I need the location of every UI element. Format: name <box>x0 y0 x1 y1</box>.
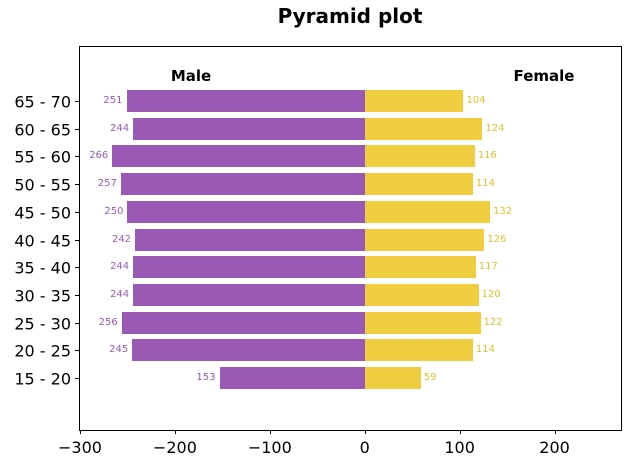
male-value-label: 256 <box>98 316 118 328</box>
y-axis-tick-label: 45 - 50 <box>14 203 71 223</box>
male-bar <box>127 200 365 223</box>
y-axis-tick-label: 20 - 25 <box>14 341 71 361</box>
y-axis-tick <box>75 322 79 324</box>
male-bar <box>121 311 365 334</box>
female-value-label: 59 <box>423 372 437 383</box>
male-value-label: 153 <box>196 372 216 383</box>
male-bar <box>132 339 365 362</box>
y-axis-tick <box>75 128 79 130</box>
y-axis-tick <box>75 156 79 158</box>
female-value-label: 132 <box>493 205 513 217</box>
female-bar <box>364 311 481 334</box>
female-value-label: 126 <box>487 233 507 245</box>
y-axis-tick-label: 60 - 65 <box>14 120 71 140</box>
female-value-label: 114 <box>475 344 496 356</box>
x-axis-tick <box>269 430 271 434</box>
y-axis-tick-label: 65 - 70 <box>14 92 71 112</box>
female-value-label: 114 <box>475 178 496 190</box>
x-axis-tick <box>174 430 176 434</box>
female-value-label: 116 <box>477 150 497 162</box>
male-bar <box>133 283 365 306</box>
female-bar <box>364 173 473 196</box>
series-header-male: Male <box>170 67 212 85</box>
chart-title: Pyramid plot <box>277 4 423 28</box>
x-axis-tick <box>554 430 556 434</box>
female-bar <box>364 90 464 112</box>
male-bar <box>126 90 365 112</box>
x-axis-tick-label: −100 <box>247 438 292 457</box>
male-value-label: 242 <box>111 233 132 245</box>
female-value-label: 120 <box>481 288 501 300</box>
y-axis-tick-label: 40 - 45 <box>14 231 71 250</box>
female-value-label: 122 <box>483 316 503 328</box>
y-axis-tick <box>75 184 79 186</box>
y-axis-tick <box>75 350 79 352</box>
x-axis-tick <box>459 430 461 434</box>
y-axis-tick <box>75 294 79 296</box>
y-axis-tick-label: 50 - 55 <box>14 175 71 195</box>
plot-area: Male Female 251 104 65 - 70 244 124 60 - 65 266 1… <box>14 46 622 457</box>
male-value-label: 250 <box>104 205 124 217</box>
male-value-label: 244 <box>110 288 130 300</box>
y-axis-tick-label: 35 - 40 <box>14 258 71 278</box>
y-axis-tick <box>75 211 79 213</box>
x-axis-tick-label: 0 <box>359 438 370 457</box>
y-axis-tick-label: 30 - 35 <box>14 286 71 306</box>
female-bar <box>364 228 485 251</box>
y-axis-tick-label: 55 - 60 <box>14 147 71 167</box>
female-bar <box>364 117 483 140</box>
female-bar <box>364 145 475 168</box>
male-bar <box>219 367 365 389</box>
male-value-label: 244 <box>110 261 130 273</box>
y-axis-tick <box>75 267 79 269</box>
female-bar <box>364 283 479 306</box>
female-value-label: 117 <box>478 261 498 273</box>
male-bar <box>133 117 365 140</box>
male-bar <box>135 228 365 251</box>
female-value-label: 104 <box>466 95 486 106</box>
male-value-label: 244 <box>110 122 130 134</box>
y-axis-tick-label: 15 - 20 <box>14 369 71 389</box>
male-bar <box>133 256 365 279</box>
y-axis-tick <box>75 378 79 379</box>
male-value-label: 245 <box>109 344 129 356</box>
male-bar <box>120 173 365 196</box>
series-header-female: Female <box>513 67 575 85</box>
female-bar <box>364 339 473 362</box>
y-axis-tick-label: 25 - 30 <box>14 314 71 334</box>
male-value-label: 257 <box>97 178 117 190</box>
female-value-label: 124 <box>485 122 505 134</box>
y-axis-tick <box>75 239 79 241</box>
x-axis-tick <box>80 430 81 434</box>
x-axis-tick <box>364 430 366 434</box>
x-axis-tick-label: −200 <box>152 438 197 457</box>
x-axis-tick-label: 100 <box>444 438 475 457</box>
x-axis-tick-label: 200 <box>539 438 570 457</box>
female-bar <box>364 256 476 279</box>
female-bar <box>364 200 491 223</box>
y-axis-tick <box>75 101 79 102</box>
male-value-label: 266 <box>89 150 109 162</box>
male-bar <box>112 145 365 168</box>
x-axis-tick-label: −300 <box>58 438 102 457</box>
female-bar <box>364 367 421 389</box>
male-value-label: 251 <box>103 95 123 106</box>
